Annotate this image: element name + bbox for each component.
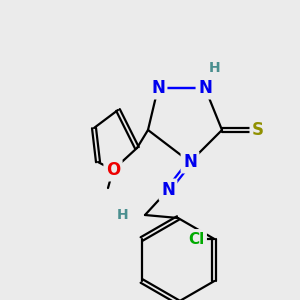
Text: N: N [161, 181, 175, 199]
Text: H: H [209, 61, 221, 75]
Text: N: N [198, 79, 212, 97]
Text: N: N [151, 79, 165, 97]
Text: H: H [209, 61, 221, 75]
Text: N: N [183, 153, 197, 171]
Text: Cl: Cl [188, 232, 205, 247]
Text: Cl: Cl [188, 232, 205, 247]
Text: S: S [252, 121, 264, 139]
Text: O: O [106, 161, 120, 179]
Text: H: H [117, 208, 129, 222]
